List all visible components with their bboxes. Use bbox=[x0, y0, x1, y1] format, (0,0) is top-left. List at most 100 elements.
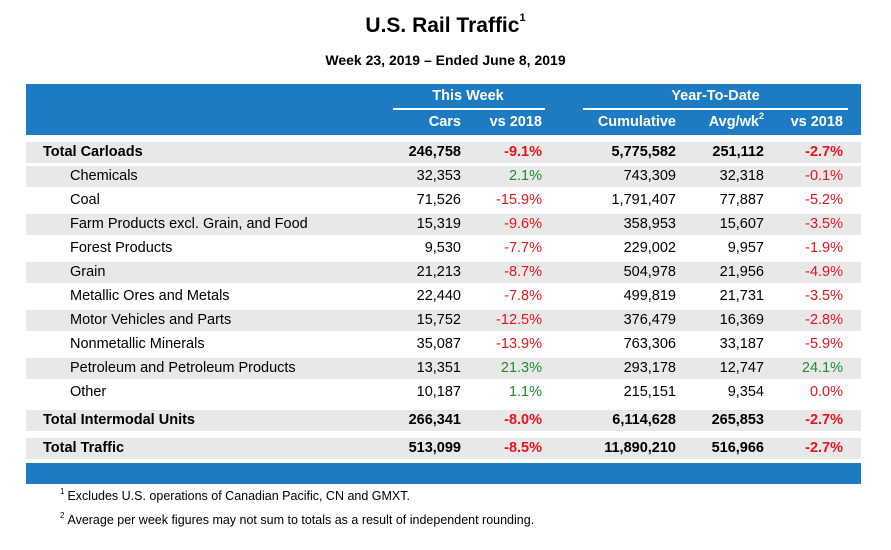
cell-cumulative: 376,479 bbox=[623, 312, 676, 328]
cell-cumulative: 743,309 bbox=[623, 168, 676, 184]
cell-avg-wk: 15,607 bbox=[719, 216, 764, 232]
cell-vs2018-week: 21.3% bbox=[500, 360, 542, 376]
cell-vs2018-ytd: -2.7% bbox=[805, 412, 843, 428]
row-label: Coal bbox=[70, 192, 100, 208]
cell-cars: 15,319 bbox=[416, 216, 461, 232]
cell-avg-wk: 9,957 bbox=[727, 240, 764, 256]
cell-cars: 13,351 bbox=[416, 360, 461, 376]
table-row: Grain 21,213 -8.7% 504,978 21,956 -4.9% bbox=[26, 262, 861, 283]
cell-cumulative: 358,953 bbox=[623, 216, 676, 232]
table-row: Motor Vehicles and Parts 15,752 -12.5% 376,… bbox=[26, 310, 861, 331]
cell-vs2018-week: 2.1% bbox=[508, 168, 542, 184]
cell-cars: 35,087 bbox=[416, 336, 461, 352]
col-cumulative: Cumulative bbox=[597, 114, 676, 130]
row-label: Petroleum and Petroleum Products bbox=[70, 360, 296, 376]
cell-avg-wk: 33,187 bbox=[719, 336, 764, 352]
table-row: Chemicals 32,353 2.1% 743,309 32,318 -0.1% bbox=[26, 166, 861, 187]
cell-vs2018-week: -15.9% bbox=[496, 192, 542, 208]
rail-traffic-table: This Week Year-To-Date Cars vs 2018 Cumu… bbox=[26, 84, 861, 484]
cell-avg-wk: 77,887 bbox=[719, 192, 764, 208]
cell-cumulative: 11,890,210 bbox=[604, 440, 676, 456]
row-label: Forest Products bbox=[70, 240, 173, 256]
cell-vs2018-ytd: -4.9% bbox=[805, 264, 843, 280]
cell-vs2018-week: -8.0% bbox=[504, 412, 542, 428]
table-row: Forest Products 9,530 -7.7% 229,002 9,957 -1.… bbox=[26, 238, 861, 259]
col-vs2018-week: vs 2018 bbox=[489, 114, 542, 130]
row-label: Other bbox=[70, 384, 107, 400]
cell-vs2018-week: -13.9% bbox=[496, 336, 542, 352]
cell-cars: 266,341 bbox=[408, 412, 461, 428]
table-row: Other 10,187 1.1% 215,151 9,354 0.0% bbox=[26, 382, 861, 403]
table-row: Metallic Ores and Metals 22,440 -7.8% 499,8… bbox=[26, 286, 861, 307]
cell-vs2018-week: -9.1% bbox=[504, 144, 542, 160]
cell-vs2018-week: -8.5% bbox=[504, 440, 542, 456]
cell-avg-wk: 516,966 bbox=[711, 440, 764, 456]
cell-cumulative: 499,819 bbox=[623, 288, 676, 304]
cell-cars: 21,213 bbox=[416, 264, 461, 280]
row-label: Grain bbox=[70, 264, 106, 280]
cell-vs2018-ytd: -5.9% bbox=[805, 336, 843, 352]
cell-cumulative: 504,978 bbox=[623, 264, 676, 280]
cell-vs2018-week: -7.8% bbox=[504, 288, 542, 304]
group-ytd-underline bbox=[583, 108, 848, 110]
cell-cars: 513,099 bbox=[408, 440, 461, 456]
cell-avg-wk: 21,956 bbox=[719, 264, 764, 280]
cell-vs2018-ytd: -3.5% bbox=[805, 216, 843, 232]
cell-cumulative: 6,114,628 bbox=[612, 412, 676, 428]
table-row: Coal 71,526 -15.9% 1,791,407 77,887 -5.2% bbox=[26, 190, 861, 211]
cell-vs2018-ytd: 24.1% bbox=[801, 360, 843, 376]
col-vs2018-ytd: vs 2018 bbox=[790, 114, 843, 130]
cell-vs2018-ytd: -3.5% bbox=[805, 288, 843, 304]
group-this-week-underline bbox=[393, 108, 545, 110]
cell-vs2018-ytd: -2.7% bbox=[805, 144, 843, 160]
cell-vs2018-week: 1.1% bbox=[508, 384, 542, 400]
row-label: Chemicals bbox=[70, 168, 138, 184]
cell-avg-wk: 32,318 bbox=[719, 168, 764, 184]
cell-avg-wk: 251,112 bbox=[712, 144, 764, 160]
cell-cars: 71,526 bbox=[416, 192, 461, 208]
table-row: Total Traffic 513,099 -8.5% 11,890,210 516,9… bbox=[26, 438, 861, 459]
col-cars: Cars bbox=[428, 114, 461, 130]
row-label: Total Carloads bbox=[43, 144, 143, 160]
cell-vs2018-ytd: -1.9% bbox=[805, 240, 843, 256]
cell-vs2018-ytd: -5.2% bbox=[805, 192, 843, 208]
page-title: U.S. Rail Traffic1 bbox=[365, 12, 526, 37]
group-ytd: Year-To-Date bbox=[671, 88, 760, 104]
col-avg-wk: Avg/wk2 bbox=[708, 111, 764, 130]
group-this-week: This Week bbox=[432, 88, 504, 104]
title-footnote-mark: 1 bbox=[519, 12, 526, 24]
row-label: Total Intermodal Units bbox=[43, 412, 195, 428]
cell-cumulative: 215,151 bbox=[623, 384, 676, 400]
cell-cumulative: 5,775,582 bbox=[611, 144, 676, 160]
cell-cumulative: 293,178 bbox=[623, 360, 676, 376]
cell-cars: 9,530 bbox=[424, 240, 461, 256]
cell-cumulative: 763,306 bbox=[623, 336, 676, 352]
table-row: Total Carloads 246,758 -9.1% 5,775,582 251,1… bbox=[26, 142, 861, 163]
row-label: Nonmetallic Minerals bbox=[70, 336, 205, 352]
cell-cars: 32,353 bbox=[416, 168, 461, 184]
cell-vs2018-week: -7.7% bbox=[504, 240, 542, 256]
cell-avg-wk: 265,853 bbox=[711, 412, 764, 428]
cell-cumulative: 229,002 bbox=[623, 240, 676, 256]
cell-avg-wk: 12,747 bbox=[719, 360, 764, 376]
cell-cars: 15,752 bbox=[416, 312, 461, 328]
cell-avg-wk: 21,731 bbox=[719, 288, 764, 304]
cell-cumulative: 1,791,407 bbox=[611, 192, 676, 208]
cell-avg-wk: 16,369 bbox=[719, 312, 764, 328]
table-header: This Week Year-To-Date Cars vs 2018 Cumu… bbox=[26, 84, 861, 135]
footnote-2: 2 Average per week figures may not sum to… bbox=[60, 511, 535, 527]
cell-cars: 22,440 bbox=[416, 288, 461, 304]
cell-vs2018-ytd: 0.0% bbox=[809, 384, 843, 400]
row-label: Total Traffic bbox=[43, 440, 125, 456]
table-row: Nonmetallic Minerals 35,087 -13.9% 763,306 3… bbox=[26, 334, 861, 355]
row-label: Motor Vehicles and Parts bbox=[70, 312, 232, 328]
cell-vs2018-ytd: -2.7% bbox=[805, 440, 843, 456]
cell-avg-wk: 9,354 bbox=[727, 384, 764, 400]
table-footer-bar bbox=[26, 463, 861, 484]
cell-vs2018-ytd: -0.1% bbox=[805, 168, 843, 184]
cell-vs2018-week: -8.7% bbox=[504, 264, 542, 280]
row-label: Farm Products excl. Grain, and Food bbox=[70, 216, 308, 232]
cell-vs2018-week: -12.5% bbox=[496, 312, 542, 328]
cell-vs2018-ytd: -2.8% bbox=[805, 312, 843, 328]
table-row: Petroleum and Petroleum Products 13,351 21… bbox=[26, 358, 861, 379]
